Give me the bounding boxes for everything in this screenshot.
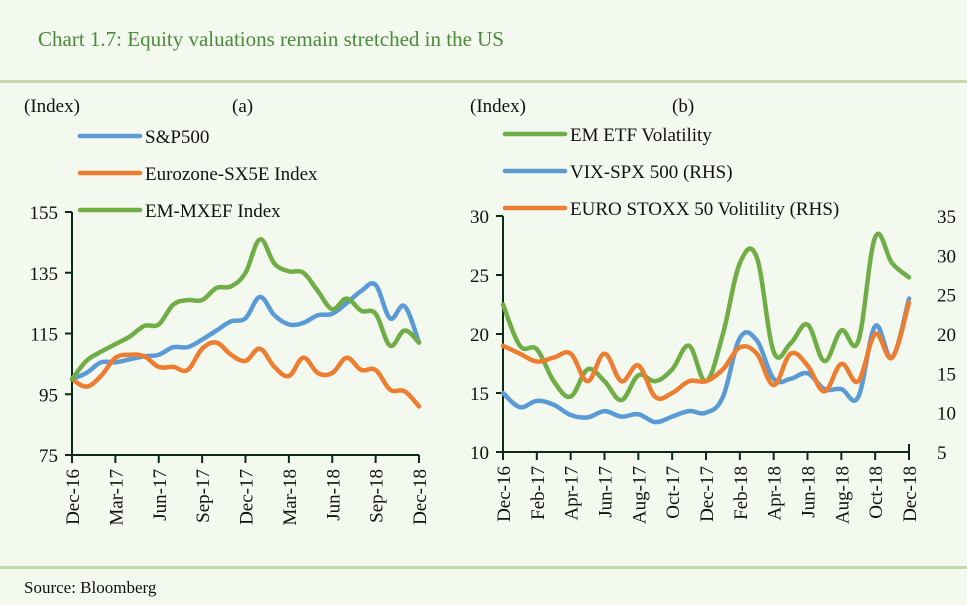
panel-label: (a) — [232, 96, 253, 117]
y2-tick-label: 35 — [937, 207, 956, 228]
y2-tick-label: 20 — [937, 325, 956, 346]
x-tick-label: Mar-17 — [106, 469, 127, 526]
y-tick-label: 135 — [30, 264, 59, 285]
y-tick-label: 155 — [30, 203, 59, 224]
x-tick-label: Dec-17 — [697, 466, 718, 522]
y-tick-label: 10 — [470, 443, 489, 464]
x-tick-label: Jun-17 — [150, 469, 171, 521]
y2-tick-label: 10 — [937, 404, 956, 425]
series-line — [69, 281, 422, 382]
x-tick-label: Sep-18 — [367, 469, 388, 523]
y-tick-label: 75 — [39, 446, 58, 467]
series-line — [500, 231, 912, 403]
x-tick-label: Jun-18 — [799, 466, 820, 518]
x-tick-label: Jun-17 — [596, 466, 617, 518]
y2-tick-label: 5 — [937, 443, 947, 464]
x-tick-label: Apr-17 — [562, 466, 583, 521]
chart-title: Chart 1.7: Equity valuations remain stre… — [38, 27, 504, 51]
x-tick-label: Aug-17 — [629, 466, 650, 524]
panel-label: (b) — [672, 96, 694, 117]
x-tick-label: Oct-17 — [663, 466, 684, 519]
y2-tick-label: 15 — [937, 364, 956, 385]
legend-label: VIX-SPX 500 (RHS) — [570, 162, 733, 183]
x-tick-label: Oct-18 — [866, 466, 887, 519]
y-tick-label: 115 — [30, 325, 58, 346]
x-tick-label: Sep-17 — [193, 469, 214, 523]
x-tick-label: Feb-18 — [731, 466, 752, 520]
x-tick-label: Apr-18 — [765, 466, 786, 521]
legend-label: EM ETF Volatility — [570, 125, 712, 146]
y-tick-label: 20 — [470, 325, 489, 346]
legend-label: Eurozone-SX5E Index — [145, 164, 318, 185]
x-tick-label: Dec-18 — [410, 469, 431, 525]
x-tick-label: Dec-16 — [63, 469, 84, 525]
legend-label: EM-MXEF Index — [145, 201, 281, 222]
x-tick-label: Dec-17 — [237, 469, 258, 525]
y-axis-label: (Index) — [24, 96, 80, 117]
y-tick-label: 15 — [470, 384, 489, 405]
series-line — [500, 296, 912, 425]
source-rule — [0, 566, 967, 569]
y-tick-label: 25 — [470, 266, 489, 287]
x-tick-label: Mar-18 — [280, 469, 301, 526]
title-rule — [0, 80, 967, 83]
series-line — [69, 340, 422, 409]
series-line — [69, 237, 422, 382]
x-tick-label: Dec-18 — [900, 466, 921, 522]
y-tick-label: 95 — [39, 385, 58, 406]
source-note: Source: Bloomberg — [24, 578, 157, 597]
panel-a: (Index) (a) 75 95 115 135 155 Dec-16 Mar-17 Jun-1… — [24, 96, 431, 526]
panel-b: (Index) (b) 10 15 20 25 30 5 10 15 20 25 30 35 Dec-16 F… — [470, 96, 956, 524]
x-tick-label: Aug-18 — [832, 466, 853, 524]
y2-tick-label: 30 — [937, 246, 956, 267]
series-line — [500, 300, 912, 402]
y-axis-label: (Index) — [470, 96, 526, 117]
x-tick-label: Feb-17 — [528, 466, 549, 520]
x-tick-label: Dec-16 — [494, 466, 515, 522]
legend-label: S&P500 — [145, 127, 209, 148]
y2-tick-label: 25 — [937, 286, 956, 307]
y-tick-label: 30 — [470, 207, 489, 228]
legend-label: EURO STOXX 50 Volitility (RHS) — [570, 199, 839, 220]
x-tick-label: Jun-18 — [323, 469, 344, 521]
